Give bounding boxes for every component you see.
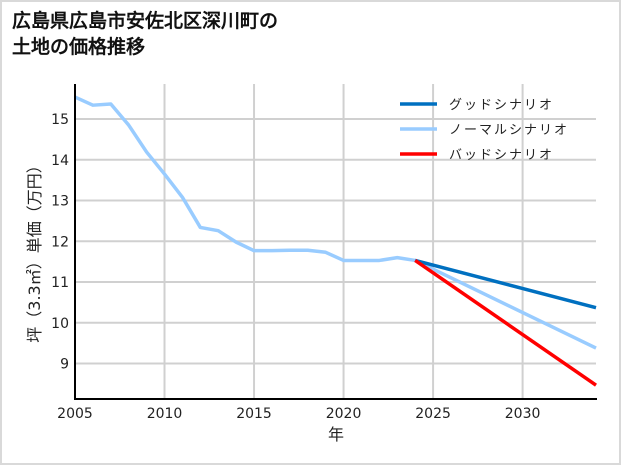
x-tick-label: 2025: [415, 406, 451, 422]
legend-label: ノーマルシナリオ: [449, 123, 569, 138]
x-tick-label: 2020: [326, 406, 362, 422]
legend-label: グッドシナリオ: [449, 98, 554, 113]
x-axis-label: 年: [328, 425, 344, 444]
series-line: [74, 95, 597, 350]
y-tick-label: 12: [51, 234, 69, 250]
y-tick-label: 10: [51, 316, 69, 332]
x-tick-label: 2015: [236, 406, 272, 422]
series-line: [414, 259, 597, 387]
data-lines: [74, 95, 597, 387]
x-tick-labels: 2005 2010 2015 2020 2025 2030: [57, 406, 540, 422]
y-tick-label: 13: [51, 194, 69, 210]
legend-label: バッドシナリオ: [449, 148, 554, 163]
y-tick-label: 14: [51, 153, 69, 169]
series-line: [414, 258, 597, 310]
x-tick-label: 2030: [505, 406, 541, 422]
y-axis-label: 坪（3.3㎡）単価（万円）: [25, 157, 44, 342]
chart-title-line1: 広島県広島市安佐北区深川町の: [12, 10, 279, 32]
y-tick-label: 15: [51, 112, 69, 128]
grid-lines: [74, 84, 596, 399]
y-tick-label: 11: [51, 275, 69, 291]
y-tick-labels: 9 10 11 12 13 14 15: [51, 112, 69, 373]
chart-title-line2: 土地の価格推移: [12, 36, 146, 58]
x-tick-label: 2005: [57, 406, 93, 422]
y-tick-label: 9: [60, 357, 69, 373]
chart-title: 広島県広島市安佐北区深川町の 土地の価格推移: [12, 8, 278, 60]
x-tick-label: 2010: [147, 406, 183, 422]
